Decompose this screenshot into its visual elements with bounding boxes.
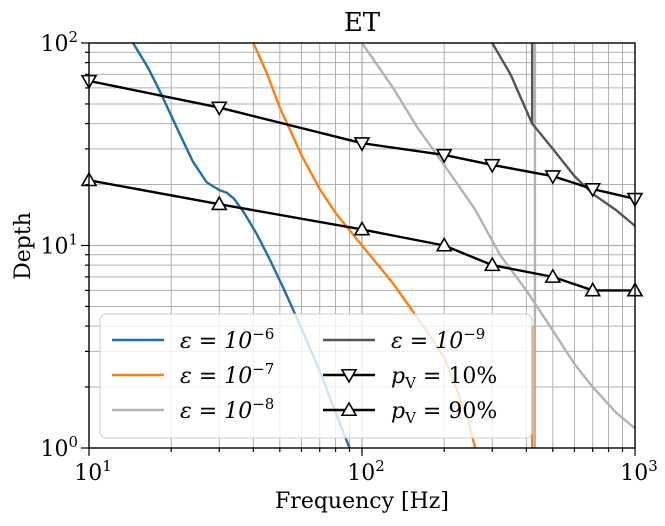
legend-eps-1e-6-label-exponent: −6	[252, 325, 274, 343]
series-eps-1e-8	[361, 43, 635, 448]
y-tick-label: 102	[40, 28, 78, 57]
y-tick-label-exponent: 0	[68, 433, 78, 451]
series-pv-90-point-4	[483, 256, 501, 272]
x-tick-label: 102	[347, 457, 385, 486]
series-pv-90-point-1	[210, 195, 228, 211]
legend-eps-1e-8-label-exponent: −8	[252, 395, 274, 413]
legend-pv-90-label-tail: = 90%	[416, 399, 497, 424]
series-pv-10-point-5	[544, 170, 562, 185]
x-tick-label: 103	[620, 457, 658, 486]
y-tick-label: 100	[40, 433, 78, 462]
legend-eps-1e-7-label: ε = 10−7	[180, 360, 274, 389]
series-pv-90-point-5	[544, 268, 562, 283]
legend-pv-90-label: pV = 90%	[391, 399, 497, 427]
legend-pv-10-label-tail: = 10%	[416, 364, 497, 389]
x-tick-label-exponent: 2	[375, 457, 385, 475]
legend-pv-90-marker	[340, 401, 358, 417]
x-tick-label-exponent: 3	[648, 457, 658, 475]
x-tick-label-base: 10	[74, 461, 102, 486]
series-pv-90-point-3	[435, 236, 453, 252]
series-pv-90-line	[89, 179, 635, 292]
legend-eps-1e-7-label-base: ε = 10	[180, 364, 252, 389]
series-pv-10-point-6	[584, 183, 602, 198]
legend-box	[99, 313, 533, 439]
legend-eps-1e-6-label-base: ε = 10	[180, 329, 252, 354]
legend-eps-1e-8-label: ε = 10−8	[180, 395, 274, 424]
x-axis-label: Frequency [Hz]	[275, 489, 449, 514]
chart-title: ET	[344, 8, 381, 38]
series-pv-10-point-1	[210, 101, 228, 117]
series-pv-10-point-3	[435, 148, 453, 164]
legend-pv-10-marker	[340, 368, 358, 384]
legend-eps-1e-9-label: ε = 10−9	[391, 325, 485, 354]
series-pv-10-point-4	[483, 158, 501, 174]
legend-pv-90-label-subscript: V	[404, 409, 417, 427]
legend-pv-10-label: pV = 10%	[391, 364, 497, 392]
y-tick-label-base: 10	[40, 235, 68, 260]
series-pv-10-line	[89, 79, 635, 200]
legend-pv-90-label-base: p	[391, 399, 405, 424]
y-tick-label-exponent: 2	[68, 28, 78, 46]
legend-eps-1e-9-label-base: ε = 10	[391, 329, 463, 354]
legend-eps-1e-7-label-exponent: −7	[252, 360, 274, 378]
x-tick-label-base: 10	[620, 461, 648, 486]
legend: ε = 10−6ε = 10−7ε = 10−8ε = 10−9pV = 10%…	[99, 313, 533, 439]
series-pv-10-point-2	[353, 137, 371, 152]
series-pv-10	[89, 79, 635, 200]
series-eps-1e-8-line	[361, 43, 635, 430]
legend-eps-1e-8-label-base: ε = 10	[180, 399, 252, 424]
y-tick-label-base: 10	[40, 437, 68, 462]
x-tick-label-exponent: 1	[102, 457, 112, 475]
y-axis-label: Depth	[11, 212, 36, 280]
x-tick-label-base: 10	[347, 461, 375, 486]
series-eps-1e-9-line	[491, 43, 635, 227]
y-tick-label: 101	[40, 231, 78, 260]
y-tick-label-exponent: 1	[68, 231, 78, 249]
series-pv-90-point-6	[584, 281, 602, 297]
legend-pv-10-label-subscript: V	[404, 374, 417, 392]
series-pv-90-point-2	[353, 220, 371, 236]
legend-pv-10-label-base: p	[391, 364, 405, 389]
series-pv-90	[89, 179, 635, 292]
series-eps-1e-9	[491, 43, 635, 227]
y-tick-label-base: 10	[40, 32, 68, 57]
legend-eps-1e-9-label-exponent: −9	[463, 325, 485, 343]
x-tick-label: 101	[74, 457, 112, 486]
legend-eps-1e-6-label: ε = 10−6	[180, 325, 274, 354]
